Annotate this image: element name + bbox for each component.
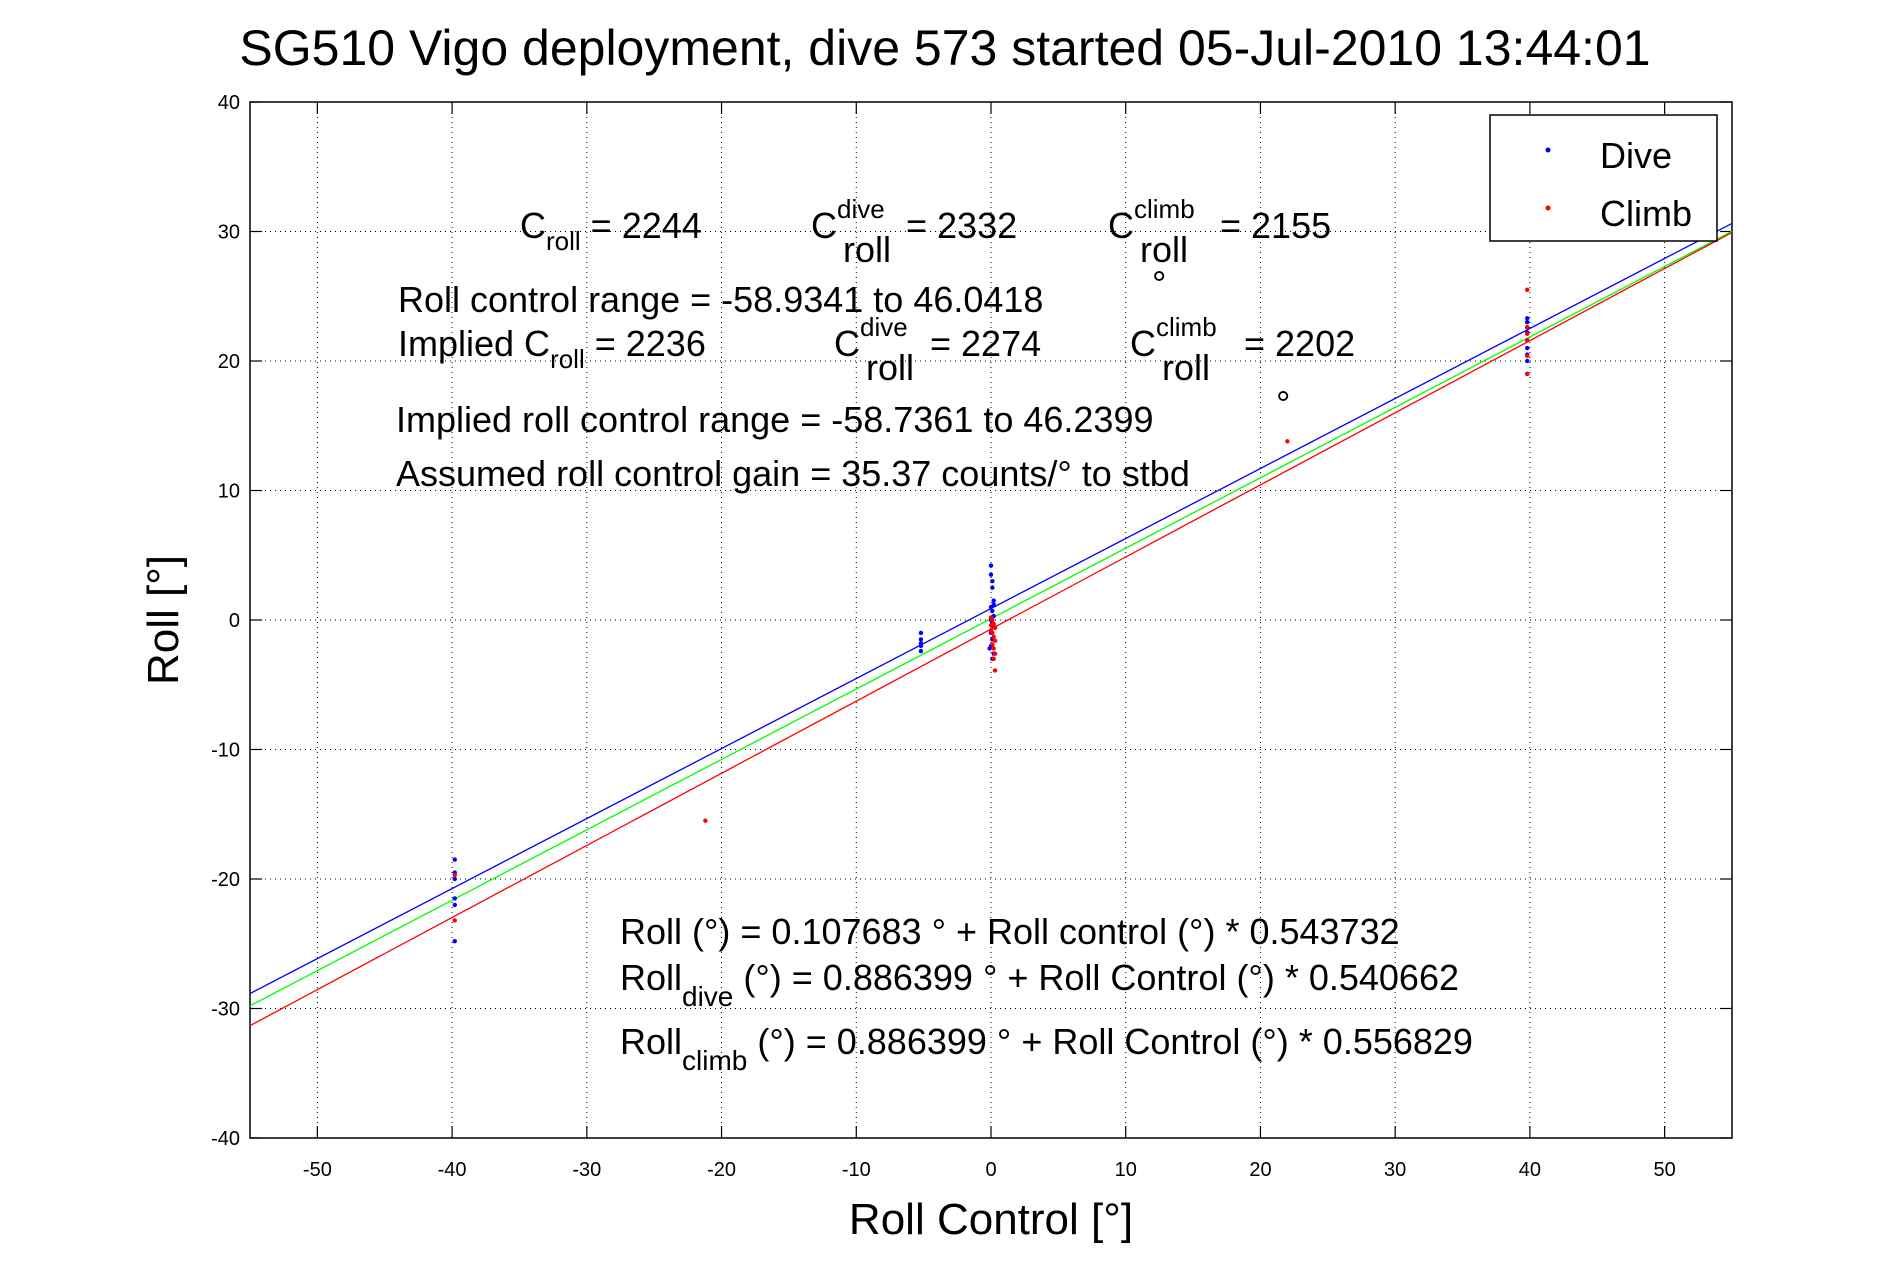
data-point-climb: [992, 625, 998, 630]
y-tick-label: -30: [211, 999, 240, 1021]
legend-climb-label: Climb: [1600, 193, 1692, 234]
data-point-dive: [1525, 345, 1530, 351]
x-tick-label: -30: [572, 1159, 601, 1181]
legend-dive-marker: [1545, 147, 1551, 153]
data-point-climb: [1525, 353, 1530, 359]
roll-control-range-annotation: Roll control range = -58.9341 to 46.0418: [398, 279, 1043, 320]
data-point-dive: [918, 630, 924, 636]
x-tick-label: -40: [438, 1159, 467, 1181]
annotations: Croll = 2244 Cdive roll = 2332 Cclimb ro…: [396, 194, 1473, 1076]
fit-equation-dive: Rolldive (°) = 0.886399 ° + Roll Control…: [620, 957, 1459, 1012]
data-point-dive: [990, 608, 995, 614]
roll-control-range-degree: °: [1152, 263, 1166, 304]
legend: Dive Climb: [1489, 114, 1718, 242]
data-point-climb: [988, 622, 994, 628]
roll-control-gain-annotation: Assumed roll control gain = 35.37 counts…: [396, 453, 1190, 494]
data-point-climb: [452, 918, 457, 923]
c-roll-climb-sub: roll: [1140, 229, 1188, 270]
c-roll-climb-value: = 2155: [1220, 205, 1331, 246]
y-axis-label: Roll [°]: [139, 555, 188, 685]
c-roll-annotation: Croll = 2244: [520, 205, 702, 256]
data-point-climb: [991, 634, 996, 640]
x-tick-label: -20: [707, 1159, 736, 1181]
y-tick-label: -20: [211, 869, 240, 891]
data-point-climb: [452, 872, 457, 878]
data-point-dive: [988, 604, 994, 610]
x-axis: -50 -40 -30 -20 -10 0 10 20 30 40 50: [303, 102, 1676, 1181]
data-point-dive: [1525, 316, 1530, 321]
data-points: [452, 287, 1530, 944]
data-point-climb: [990, 617, 995, 623]
c-roll-climb-annotation: Cclimb: [1108, 194, 1195, 246]
y-tick-label: 10: [218, 481, 240, 503]
data-point-dive: [988, 572, 994, 577]
y-tick-label: 0: [229, 610, 240, 632]
data-point-climb: [1285, 439, 1290, 444]
data-point-climb: [1525, 338, 1530, 343]
data-point-dive: [991, 598, 996, 603]
data-point-dive: [452, 896, 457, 901]
implied-c-roll-annotation: Implied Croll = 2236: [398, 323, 706, 374]
data-point-dive: [452, 902, 457, 908]
x-tick-label: 40: [1519, 1159, 1541, 1181]
data-point-climb: [1525, 287, 1530, 292]
x-tick-label: -10: [842, 1159, 871, 1181]
y-tick-label: -40: [211, 1128, 240, 1150]
implied-roll-control-range-annotation: Implied roll control range = -58.7361 to…: [396, 399, 1154, 440]
implied-c-roll-climb-annotation: Cclimb: [1130, 312, 1217, 364]
implied-c-roll-climb-value: = 2202: [1244, 323, 1355, 364]
y-tick-label: 20: [218, 351, 240, 373]
data-point-dive: [1525, 358, 1530, 364]
implied-roll-control-range-degree: °: [1276, 383, 1290, 424]
data-point-climb: [992, 668, 998, 673]
legend-box: [1489, 114, 1718, 242]
data-point-climb: [1525, 325, 1530, 330]
data-point-dive: [988, 563, 994, 568]
y-axis: -40 -30 -20 -10 0 10 20 30 40: [211, 92, 1732, 1150]
data-point-climb: [703, 818, 708, 823]
c-roll-dive-annotation: Cdive: [811, 194, 885, 246]
data-point-climb: [991, 656, 996, 662]
x-tick-label: -50: [303, 1159, 332, 1181]
legend-dive-label: Dive: [1600, 135, 1672, 176]
fit-equation-all: Roll (°) = 0.107683 ° + Roll control (°)…: [620, 911, 1400, 952]
x-tick-label: 30: [1384, 1159, 1406, 1181]
data-point-climb: [991, 646, 996, 651]
data-point-dive: [452, 876, 457, 882]
fit-equation-climb: Rollclimb (°) = 0.886399 ° + Roll Contro…: [620, 1021, 1473, 1076]
data-point-climb: [992, 638, 998, 643]
data-point-climb: [992, 651, 998, 656]
data-point-climb: [1525, 331, 1530, 337]
chart-title: SG510 Vigo deployment, dive 573 started …: [239, 20, 1650, 76]
data-point-climb: [990, 642, 995, 647]
legend-climb-marker: [1545, 205, 1551, 211]
data-point-dive: [990, 585, 995, 590]
data-point-dive: [452, 857, 457, 862]
data-point-climb: [1525, 371, 1530, 377]
x-axis-label: Roll Control [°]: [849, 1195, 1133, 1244]
data-point-dive: [1525, 319, 1530, 325]
implied-c-roll-dive-value: = 2274: [930, 323, 1041, 364]
c-roll-dive-value: = 2332: [906, 205, 1017, 246]
implied-c-roll-dive-sub: roll: [866, 347, 914, 388]
x-tick-label: 0: [985, 1159, 996, 1181]
y-tick-label: 40: [218, 92, 240, 114]
data-point-dive: [990, 578, 995, 584]
data-point-dive: [918, 641, 924, 646]
x-tick-label: 50: [1654, 1159, 1676, 1181]
x-tick-label: 10: [1115, 1159, 1137, 1181]
implied-c-roll-climb-sub: roll: [1162, 347, 1210, 388]
y-tick-label: -10: [211, 740, 240, 762]
implied-c-roll-dive-annotation: Cdive: [834, 312, 908, 364]
x-tick-label: 20: [1249, 1159, 1271, 1181]
data-point-dive: [452, 938, 457, 944]
y-tick-label: 30: [218, 222, 240, 244]
data-point-climb: [990, 630, 995, 636]
data-point-dive: [918, 637, 924, 642]
c-roll-dive-sub: roll: [843, 229, 891, 270]
data-point-dive: [918, 648, 924, 654]
